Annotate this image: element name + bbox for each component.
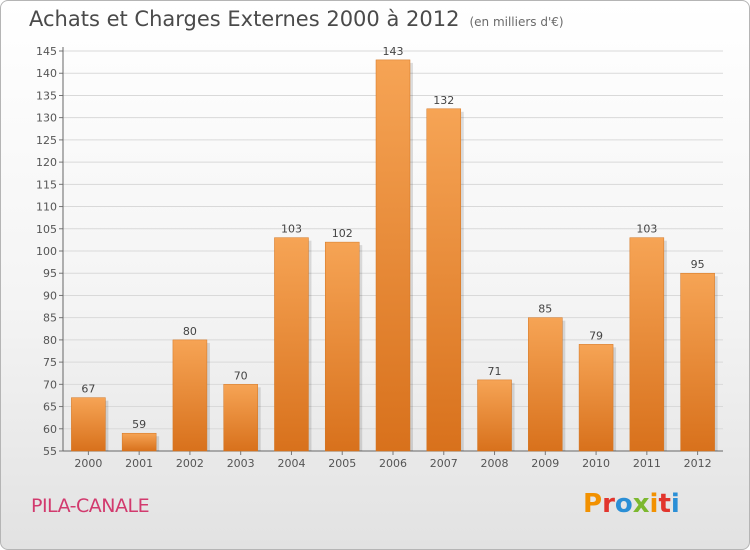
value-label: 85 <box>538 303 552 316</box>
y-tick-label: 100 <box>36 245 57 258</box>
x-tick-label: 2004 <box>277 457 305 470</box>
logo-letter: P <box>583 489 603 519</box>
bar-2009 <box>528 317 563 452</box>
bar-2001 <box>121 432 157 452</box>
y-tick-label: 95 <box>43 267 57 280</box>
x-tick-label: 2012 <box>684 457 712 470</box>
bar-2005 <box>324 241 360 452</box>
bars <box>71 59 718 452</box>
y-tick-label: 60 <box>43 423 57 436</box>
proxiti-logo[interactable]: Proxiti <box>583 489 680 519</box>
value-label: 59 <box>132 418 146 431</box>
y-tick-label: 90 <box>43 289 57 302</box>
logo-letter: i <box>670 489 680 519</box>
value-label: 143 <box>383 45 404 58</box>
logo-letter: i <box>649 489 659 519</box>
y-tick-label: 140 <box>36 67 57 80</box>
logo-letter: t <box>658 489 671 519</box>
y-tick-label: 65 <box>43 401 57 414</box>
value-label: 102 <box>332 227 353 240</box>
bar-2006 <box>375 59 411 452</box>
bar-2012 <box>680 272 715 452</box>
x-tick-label: 2008 <box>481 457 509 470</box>
value-label: 80 <box>183 325 197 338</box>
y-tick-label: 80 <box>43 334 57 347</box>
logo-letter: o <box>614 489 633 519</box>
bar-2004 <box>274 237 309 452</box>
x-tick-label: 2006 <box>379 457 407 470</box>
y-tick-label: 130 <box>36 112 57 125</box>
bar-2000 <box>71 397 106 452</box>
chart-subtitle: (en milliers d'€) <box>469 15 564 29</box>
x-tick-label: 2002 <box>176 457 204 470</box>
bar-2008 <box>477 379 512 452</box>
x-tick-label: 2005 <box>328 457 356 470</box>
logo-letter: x <box>632 489 650 519</box>
logo-letter: r <box>602 489 615 519</box>
bar-2003 <box>223 384 258 452</box>
bar-2011 <box>629 237 665 452</box>
bar-2007 <box>426 108 462 452</box>
commune-name: PILA-CANALE <box>31 495 150 517</box>
y-tick-label: 55 <box>43 445 57 458</box>
chart-title: Achats et Charges Externes 2000 à 2012 (e… <box>29 7 564 31</box>
y-tick-label: 145 <box>36 45 57 58</box>
y-tick-label: 135 <box>36 89 57 102</box>
y-tick-label: 75 <box>43 356 57 369</box>
value-label: 71 <box>488 365 502 378</box>
x-tick-label: 2000 <box>74 457 102 470</box>
x-tick-label: 2009 <box>531 457 559 470</box>
value-label: 67 <box>81 383 95 396</box>
y-tick-label: 70 <box>43 378 57 391</box>
value-label: 95 <box>691 258 705 271</box>
bar-2002 <box>172 339 208 452</box>
y-tick-label: 110 <box>36 201 57 214</box>
x-tick-label: 2010 <box>582 457 610 470</box>
labels: 2000 67 2001 59 2002 80 2003 70 2004 103 2005 102 20… <box>74 45 711 470</box>
y-tick-label: 85 <box>43 312 57 325</box>
axes: 55 60 65 70 75 80 85 90 95 100 105 110 115 120 125 130 1… <box>36 45 723 458</box>
y-tick-label: 115 <box>36 178 57 191</box>
value-label: 132 <box>433 94 454 107</box>
value-label: 79 <box>589 329 603 342</box>
y-tick-label: 125 <box>36 134 57 147</box>
x-tick-label: 2011 <box>633 457 661 470</box>
value-label: 70 <box>234 369 248 382</box>
y-tick-label: 120 <box>36 156 57 169</box>
x-tick-label: 2001 <box>125 457 153 470</box>
x-tick-label: 2007 <box>430 457 458 470</box>
chart-title-text: Achats et Charges Externes 2000 à 2012 <box>29 7 460 31</box>
x-tick-label: 2003 <box>227 457 255 470</box>
value-label: 103 <box>281 223 302 236</box>
value-label: 103 <box>636 223 657 236</box>
bar-2010 <box>578 344 614 452</box>
y-tick-label: 105 <box>36 223 57 236</box>
